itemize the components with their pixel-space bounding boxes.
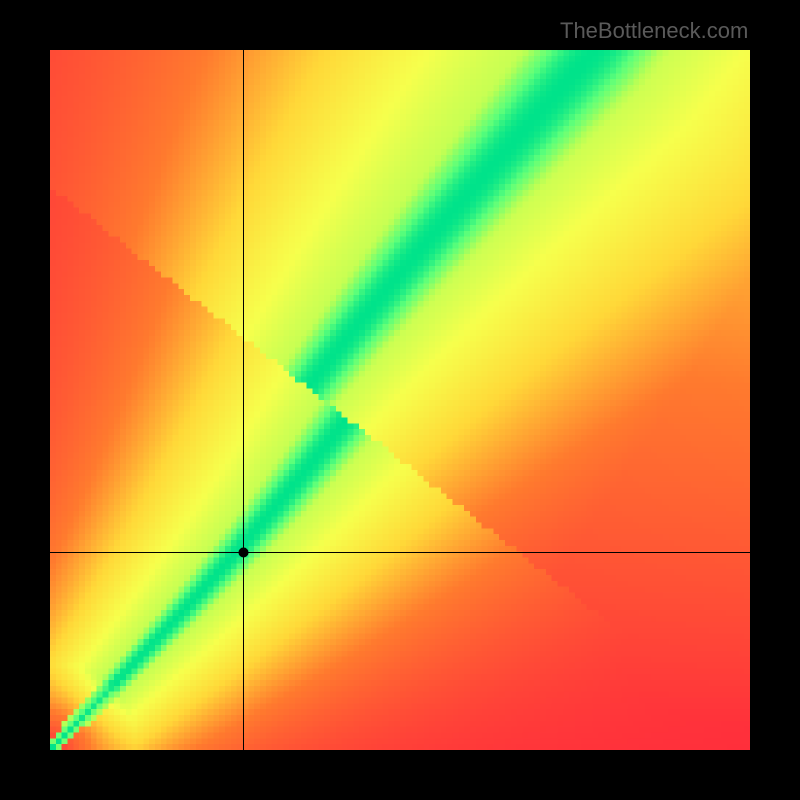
- watermark-text: TheBottleneck.com: [560, 18, 748, 44]
- crosshair-overlay: [50, 50, 750, 750]
